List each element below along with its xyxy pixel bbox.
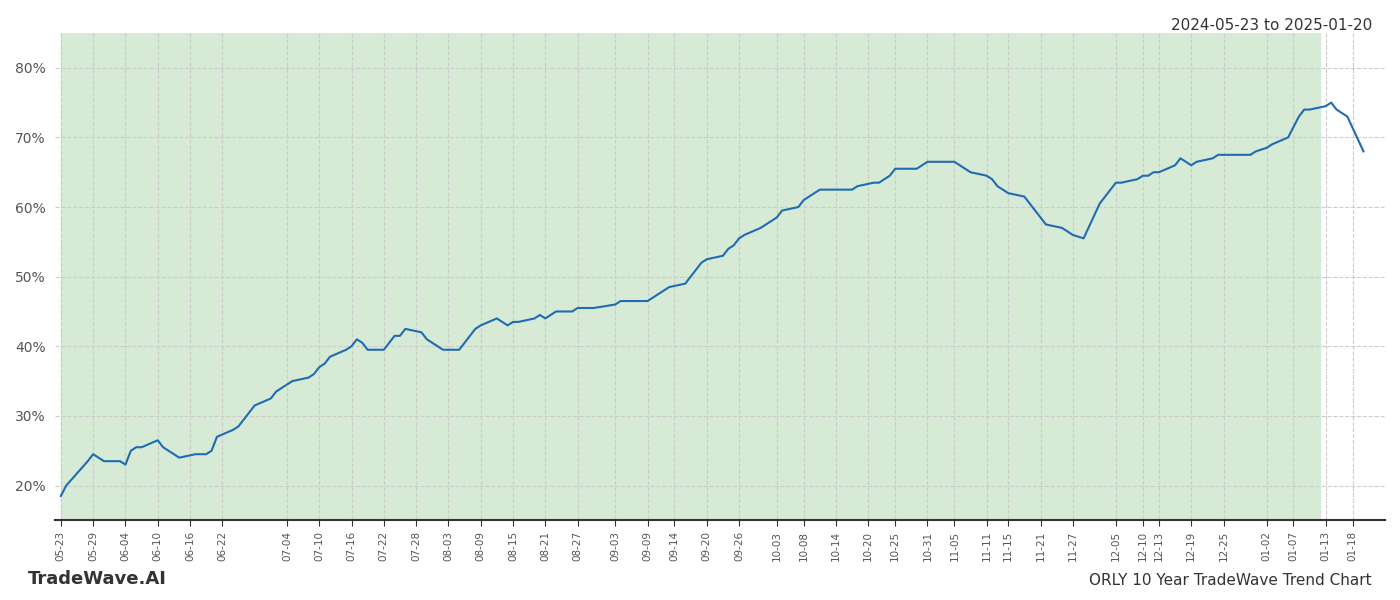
Text: ORLY 10 Year TradeWave Trend Chart: ORLY 10 Year TradeWave Trend Chart bbox=[1089, 573, 1372, 588]
Bar bbox=[60, 33, 1320, 520]
Text: TradeWave.AI: TradeWave.AI bbox=[28, 570, 167, 588]
Text: 2024-05-23 to 2025-01-20: 2024-05-23 to 2025-01-20 bbox=[1170, 18, 1372, 33]
